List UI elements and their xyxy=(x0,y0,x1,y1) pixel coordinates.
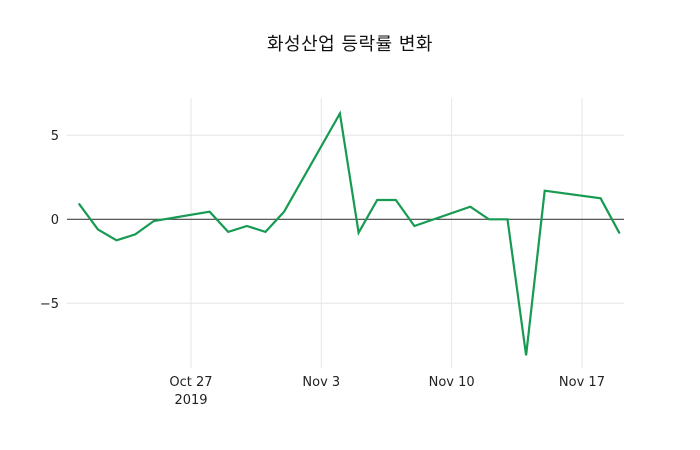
x-tick-sublabel: 2019 xyxy=(174,393,207,408)
chart-title: 화성산업 등락률 변화 xyxy=(267,34,433,55)
x-tick-label: Nov 17 xyxy=(559,375,605,390)
x-tick-label: Nov 10 xyxy=(429,375,475,390)
y-tick-label: 0 xyxy=(51,213,59,228)
x-tick-label: Nov 3 xyxy=(302,375,340,390)
y-tick-label: 5 xyxy=(51,129,59,144)
y-tick-label: −5 xyxy=(40,297,59,312)
x-tick-label: Oct 27 xyxy=(169,375,212,390)
line-series xyxy=(78,110,621,356)
